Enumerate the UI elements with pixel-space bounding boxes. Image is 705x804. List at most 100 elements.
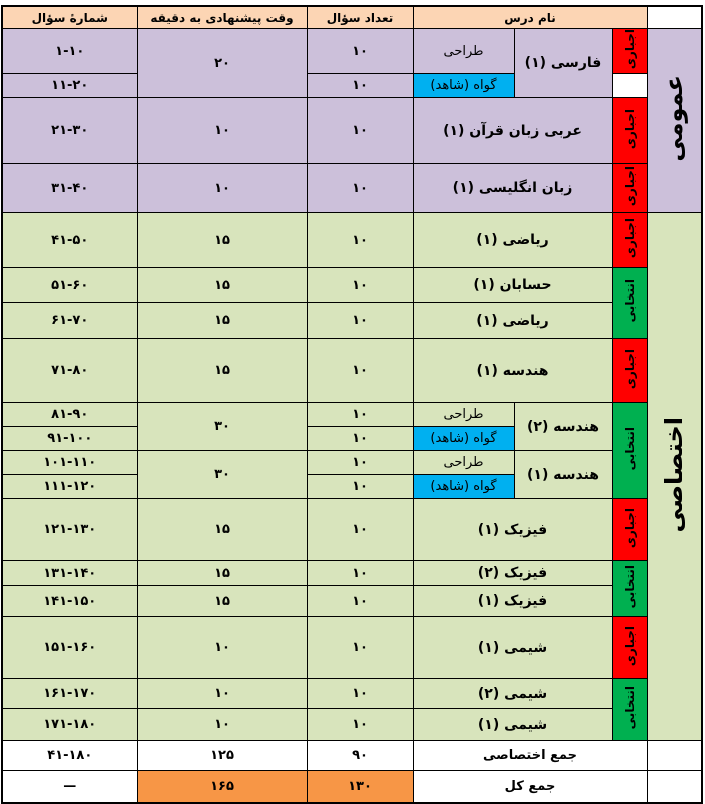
total-count: ۱۳۰ <box>306 770 414 804</box>
subject-name: ریاضی (۱) <box>412 212 613 269</box>
subject-type-label: اجباری <box>622 348 637 389</box>
question-number-range: ۱۵۱-۱۶۰ <box>1 616 138 680</box>
subject-name: فارسی (۱) <box>513 27 613 99</box>
total-time: ۱۶۵ <box>136 770 308 804</box>
header-question-number: شمارهٔ سؤال <box>1 5 138 29</box>
question-number-range: ۱۷۱-۱۸۰ <box>1 708 138 742</box>
question-number-range: ۸۱-۹۰ <box>1 402 138 428</box>
mandatory-badge: اجباری <box>611 616 648 680</box>
table-row: ۲۱-۳۰ ۱۰ ۱۰ عربی زبان قرآن (۱) اجباری <box>1 97 703 165</box>
subject-subpart: طراحی <box>412 450 515 476</box>
suggested-time: ۱۰ <box>136 97 308 165</box>
group-empty <box>646 740 703 772</box>
subject-name: فیزیک (۱) <box>412 498 613 562</box>
question-number-range: ۱۱۱-۱۲۰ <box>1 474 138 500</box>
table-row: ۶۱-۷۰ ۱۵ ۱۰ ریاضی (۱) <box>1 302 703 340</box>
subject-type-label: اجباری <box>622 166 637 207</box>
elective-badge: انتخابی <box>611 402 648 500</box>
subject-name: هندسه (۲) <box>513 402 613 452</box>
question-count: ۱۰ <box>306 402 414 428</box>
table-row: ۸۱-۹۰ ۳۰ ۱۰ طراحی هندسه (۲) انتخابی <box>1 402 703 500</box>
header-row: شمارهٔ سؤال وقت پیشنهادی به دقیقه تعداد … <box>1 5 703 29</box>
table-row: ۳۱-۴۰ ۱۰ ۱۰ زبان انگلیسی (۱) اجباری <box>1 163 703 214</box>
question-count: ۱۰ <box>306 73 414 99</box>
question-number-range: ۱-۱۰ <box>1 27 138 75</box>
question-count: ۱۰ <box>306 97 414 165</box>
total-question-range: ۴۱-۱۸۰ <box>1 740 138 772</box>
table-row: ۷۱-۸۰ ۱۵ ۱۰ هندسه (۱) اجباری <box>1 338 703 404</box>
header-question-count: تعداد سؤال <box>306 5 414 29</box>
question-count: ۱۰ <box>306 678 414 710</box>
table-row: ۱۷۱-۱۸۰ ۱۰ ۱۰ شیمی (۱) <box>1 708 703 742</box>
subject-type-label: اجباری <box>622 29 637 70</box>
question-number-range: ۱۱-۲۰ <box>1 73 138 99</box>
subject-type-label: انتخابی <box>622 564 637 609</box>
table-row: ۱۴۱-۱۵۰ ۱۵ ۱۰ فیزیک (۱) <box>1 585 703 618</box>
table-row: ۴۱-۵۰ ۱۵ ۱۰ ریاضی (۱) اجباری اختصاصی <box>1 212 703 742</box>
subject-subpart: گواه (شاهد) <box>412 426 515 452</box>
grand-total-row: —۱۶۵ ۱۳۰ جمع کل <box>1 770 703 804</box>
mandatory-badge: اجباری <box>611 212 648 269</box>
subject-name: شیمی (۱) <box>412 708 613 742</box>
question-count: ۱۰ <box>306 560 414 587</box>
question-number-range: ۶۱-۷۰ <box>1 302 138 340</box>
group-label: عمومی <box>660 75 689 162</box>
question-count: ۱۰ <box>306 212 414 269</box>
total-label: جمع کل <box>412 770 648 804</box>
question-count: ۱۰ <box>306 585 414 618</box>
question-count: ۱۰ <box>306 27 414 75</box>
question-count: ۱۰ <box>306 267 414 304</box>
header-group <box>646 5 703 29</box>
subject-name: هندسه (۱) <box>412 338 613 404</box>
special-total-row: ۴۱-۱۸۰ ۱۲۵ ۹۰ جمع اختصاصی <box>1 740 703 772</box>
total-time: ۱۲۵ <box>136 740 308 772</box>
header-suggested-time: وقت پیشنهادی به دقیقه <box>136 5 308 29</box>
elective-badge: انتخابی <box>611 267 648 340</box>
suggested-time: ۱۵ <box>136 560 308 587</box>
suggested-time: ۱۵ <box>136 338 308 404</box>
suggested-time: ۱۰ <box>136 616 308 680</box>
question-number-range: ۱۴۱-۱۵۰ <box>1 585 138 618</box>
subject-name: فیزیک (۲) <box>412 560 613 587</box>
question-number-range: ۳۱-۴۰ <box>1 163 138 214</box>
table-row: ۱۵۱-۱۶۰ ۱۰ ۱۰ شیمی (۱) اجباری <box>1 616 703 680</box>
subject-subpart: گواه (شاهد) <box>412 73 515 99</box>
question-count: ۱۰ <box>306 450 414 476</box>
table-row: ۵۱-۶۰ ۱۵ ۱۰ حسابان (۱) انتخابی <box>1 267 703 340</box>
subject-name: شیمی (۲) <box>412 678 613 710</box>
subject-name: شیمی (۱) <box>412 616 613 680</box>
subject-name: فیزیک (۱) <box>412 585 613 618</box>
table-row: ۱۲۱-۱۳۰ ۱۵ ۱۰ فیزیک (۱) اجباری <box>1 498 703 562</box>
question-number-range: ۱۳۱-۱۴۰ <box>1 560 138 587</box>
total-label: جمع اختصاصی <box>412 740 648 772</box>
suggested-time: ۱۰ <box>136 163 308 214</box>
elective-badge: انتخابی <box>611 560 648 618</box>
question-number-range: ۹۱-۱۰۰ <box>1 426 138 452</box>
question-count: ۱۰ <box>306 708 414 742</box>
mandatory-badge: اجباری <box>611 498 648 562</box>
subject-subpart: گواه (شاهد) <box>412 474 515 500</box>
mandatory-badge: اجباری <box>611 27 648 75</box>
subject-name: ریاضی (۱) <box>412 302 613 340</box>
suggested-time: ۱۰ <box>136 678 308 710</box>
elective-badge: انتخابی <box>611 678 648 742</box>
suggested-time: ۱۵ <box>136 267 308 304</box>
table-row: ۱۶۱-۱۷۰ ۱۰ ۱۰ شیمی (۲) انتخابی <box>1 678 703 742</box>
question-count: ۱۰ <box>306 426 414 452</box>
question-number-range: ۱۶۱-۱۷۰ <box>1 678 138 710</box>
subject-name: زبان انگلیسی (۱) <box>412 163 613 214</box>
question-count: ۱۰ <box>306 163 414 214</box>
subject-name: هندسه (۱) <box>513 450 613 500</box>
subject-type-label: انتخابی <box>622 685 637 730</box>
table-row: ۱۰۱-۱۱۰ ۳۰ ۱۰ طراحی هندسه (۱) <box>1 450 703 500</box>
group-special: اختصاصی <box>646 212 703 742</box>
question-count: ۱۰ <box>306 616 414 680</box>
suggested-time: ۲۰ <box>136 27 308 99</box>
suggested-time: ۱۵ <box>136 585 308 618</box>
suggested-time: ۱۵ <box>136 212 308 269</box>
subject-type-label: اجباری <box>622 218 637 259</box>
table-row: ۱۳۱-۱۴۰ ۱۵ ۱۰ فیزیک (۲) انتخابی <box>1 560 703 618</box>
subject-name: حسابان (۱) <box>412 267 613 304</box>
question-number-range: ۲۱-۳۰ <box>1 97 138 165</box>
total-count: ۹۰ <box>306 740 414 772</box>
